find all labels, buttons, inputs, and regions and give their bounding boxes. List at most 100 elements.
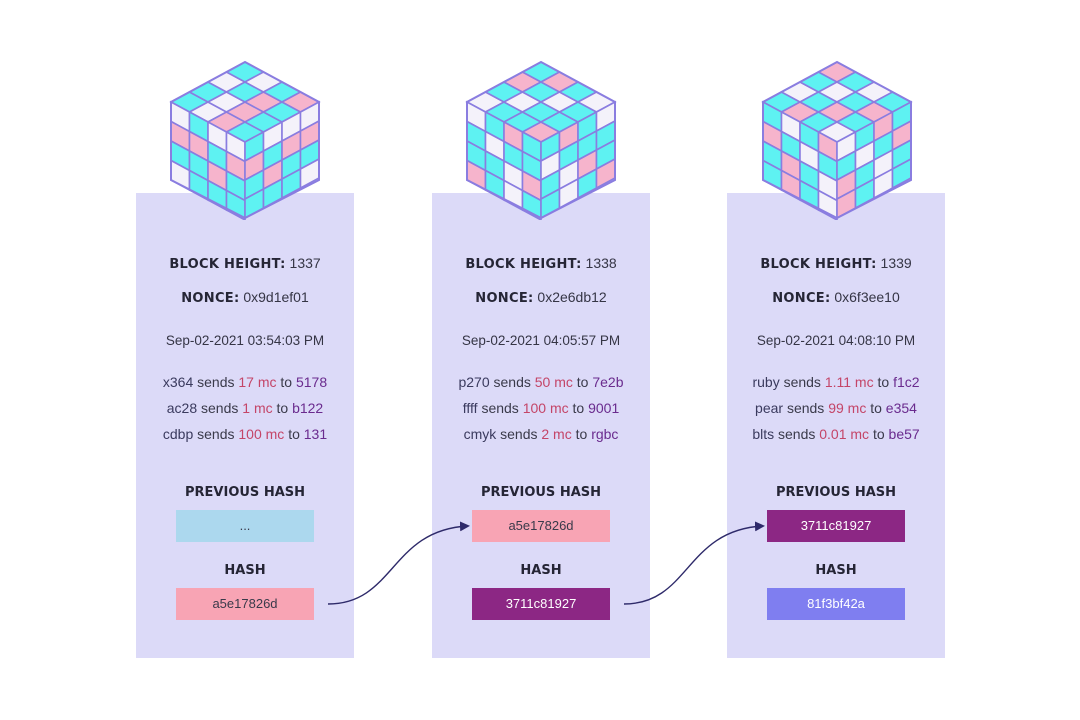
- hash-box: a5e17826d: [176, 588, 314, 620]
- block-1337: BLOCK HEIGHT: 1337 NONCE: 0x9d1ef01 Sep-…: [136, 193, 354, 658]
- tx-verb: sends: [783, 374, 821, 390]
- hash-value: 3711c81927: [505, 596, 577, 611]
- block-height-row: BLOCK HEIGHT: 1338: [432, 255, 650, 272]
- nonce-label: NONCE:: [772, 291, 831, 306]
- block-height-label: BLOCK HEIGHT:: [465, 257, 582, 272]
- previous-hash-title: PREVIOUS HASH: [481, 485, 601, 500]
- tx-amount: 100 mc: [238, 426, 285, 442]
- transaction-row: ruby sends 1.11 mc to f1c2: [727, 374, 945, 390]
- previous-hash-title: PREVIOUS HASH: [776, 485, 896, 500]
- tx-dest: b122: [292, 400, 324, 416]
- block-1338: BLOCK HEIGHT: 1338 NONCE: 0x2e6db12 Sep-…: [432, 193, 650, 658]
- previous-hash-value: a5e17826d: [508, 518, 574, 533]
- tx-from: ffff: [462, 400, 478, 416]
- tx-from: cmyk: [463, 426, 497, 442]
- tx-verb: sends: [786, 400, 825, 416]
- hash-value: 81f3bf42a: [807, 596, 865, 611]
- cube-cell: [817, 189, 838, 220]
- tx-verb: sends: [493, 374, 531, 390]
- tx-amount: 99 mc: [828, 400, 867, 416]
- block-cube-icon: [169, 60, 321, 220]
- block-timestamp: Sep-02-2021 04:05:57 PM: [461, 333, 621, 348]
- nonce-row: NONCE: 0x2e6db12: [432, 289, 650, 306]
- tx-from: p270: [458, 374, 490, 390]
- tx-to: to: [572, 400, 585, 416]
- tx-amount: 50 mc: [534, 374, 573, 390]
- tx-to: to: [276, 400, 289, 416]
- tx-to: to: [576, 374, 589, 390]
- tx-verb: sends: [481, 400, 519, 416]
- tx-dest: 131: [303, 426, 328, 442]
- tx-from: ruby: [752, 374, 780, 390]
- block-cube-icon: [761, 60, 913, 220]
- tx-dest: 5178: [295, 374, 328, 390]
- block-timestamp: Sep-02-2021 04:08:10 PM: [756, 333, 916, 348]
- nonce-value: 0x9d1ef01: [243, 289, 309, 305]
- tx-from: ac28: [166, 400, 198, 416]
- transaction-row: ffff sends 100 mc to 9001: [432, 400, 650, 416]
- tx-verb: sends: [778, 426, 816, 442]
- tx-from: x364: [162, 374, 194, 390]
- hash-value: a5e17826d: [212, 596, 278, 611]
- tx-verb: sends: [201, 400, 239, 416]
- tx-to: to: [280, 374, 293, 390]
- block-height-value: 1337: [289, 255, 321, 271]
- nonce-label: NONCE:: [475, 291, 534, 306]
- previous-hash-value: 3711c81927: [800, 518, 872, 533]
- nonce-value: 0x2e6db12: [537, 289, 607, 305]
- chain-arrow: [327, 521, 470, 605]
- block-height-label: BLOCK HEIGHT:: [169, 257, 286, 272]
- hash-title: HASH: [224, 563, 266, 578]
- tx-verb: sends: [500, 426, 538, 442]
- cube-outline: [762, 60, 912, 220]
- nonce-row: NONCE: 0x6f3ee10: [727, 289, 945, 306]
- transaction-row: cdbp sends 100 mc to 131: [136, 426, 354, 442]
- tx-to: to: [288, 426, 300, 442]
- tx-dest: 9001: [588, 400, 620, 416]
- cube-outline: [466, 60, 616, 220]
- hash-box: 81f3bf42a: [767, 588, 905, 620]
- tx-verb: sends: [197, 426, 235, 442]
- transaction-row: ac28 sends 1 mc to b122: [136, 400, 354, 416]
- hash-box: 3711c81927: [472, 588, 610, 620]
- tx-verb: sends: [197, 374, 235, 390]
- tx-to: to: [872, 426, 885, 442]
- cube-cell: [521, 189, 542, 220]
- tx-dest: f1c2: [893, 374, 920, 390]
- block-height-label: BLOCK HEIGHT:: [760, 257, 877, 272]
- tx-to: to: [575, 426, 588, 442]
- tx-to: to: [870, 400, 882, 416]
- hash-title: HASH: [520, 563, 562, 578]
- previous-hash-box: ...: [176, 510, 314, 542]
- tx-amount: 100 mc: [522, 400, 569, 416]
- nonce-value: 0x6f3ee10: [834, 289, 900, 305]
- previous-hash-value: ...: [239, 518, 251, 533]
- transaction-row: cmyk sends 2 mc to rgbc: [432, 426, 650, 442]
- block-height-row: BLOCK HEIGHT: 1337: [136, 255, 354, 272]
- tx-dest: be57: [888, 426, 920, 442]
- tx-amount: 1 mc: [242, 400, 273, 416]
- block-cube-icon: [465, 60, 617, 220]
- block-height-value: 1338: [585, 255, 617, 271]
- previous-hash-title: PREVIOUS HASH: [185, 485, 305, 500]
- tx-dest: rgbc: [591, 426, 619, 442]
- tx-amount: 2 mc: [541, 426, 572, 442]
- tx-from: pear: [755, 400, 784, 416]
- tx-amount: 17 mc: [238, 374, 277, 390]
- cube-cell: [225, 189, 246, 220]
- transaction-row: p270 sends 50 mc to 7e2b: [432, 374, 650, 390]
- tx-amount: 0.01 mc: [819, 426, 870, 442]
- block-timestamp: Sep-02-2021 03:54:03 PM: [165, 333, 325, 348]
- hash-title: HASH: [815, 563, 857, 578]
- nonce-row: NONCE: 0x9d1ef01: [136, 289, 354, 306]
- tx-dest: e354: [885, 400, 917, 416]
- tx-from: cdbp: [162, 426, 194, 442]
- transaction-row: x364 sends 17 mc to 5178: [136, 374, 354, 390]
- tx-amount: 1.11 mc: [824, 374, 874, 390]
- previous-hash-box: a5e17826d: [472, 510, 610, 542]
- transaction-row: pear sends 99 mc to e354: [727, 400, 945, 416]
- chain-arrow: [623, 521, 765, 605]
- previous-hash-box: 3711c81927: [767, 510, 905, 542]
- block-height-value: 1339: [880, 255, 912, 271]
